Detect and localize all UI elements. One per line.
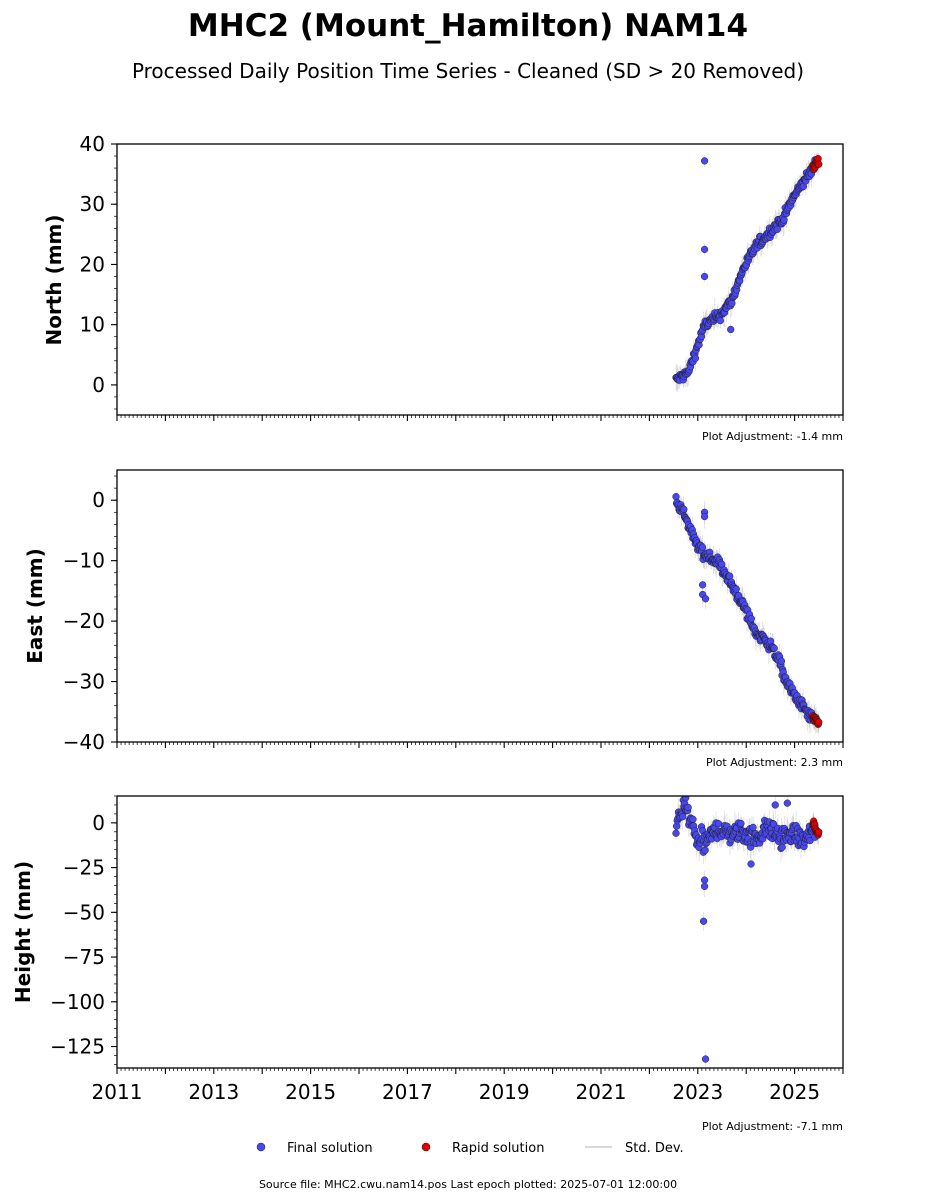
height-y-tick-label: −100 [50, 990, 105, 1014]
east-y-tick-label: −30 [63, 670, 105, 694]
north-y-tick-label: 20 [80, 252, 105, 276]
height-final-point [771, 801, 779, 809]
north-final-point [700, 157, 709, 165]
north-y-label: North (mm) [42, 214, 66, 345]
legend-std-dev-label: Std. Dev. [625, 1141, 684, 1156]
north-final-point [691, 354, 700, 362]
height-x-tick-label: 2021 [576, 1080, 627, 1104]
north-final-point [728, 299, 736, 308]
height-final-point [679, 813, 687, 821]
height-rapid-point [815, 828, 823, 836]
north-final-point [773, 225, 781, 233]
north-y-tick-label: 40 [80, 132, 105, 156]
east-y-tick-label: −10 [63, 549, 105, 573]
height-final-point [747, 860, 755, 868]
east-final-point [699, 581, 707, 589]
height-final-point [701, 1055, 710, 1063]
height-final-point [783, 799, 791, 807]
east-panel: 0 −10 −20 −30 −40 East (mm) Plot Adjustment:… [23, 469, 844, 769]
legend-rapid-label: Rapid solution [452, 1141, 544, 1156]
north-rapid-solution [809, 155, 823, 173]
north-rapid-point [815, 160, 823, 168]
east-y-label: East (mm) [23, 548, 47, 664]
footer-source: Source file: MHC2.cwu.nam14.pos Last epo… [259, 1178, 677, 1191]
legend-rapid-marker [421, 1142, 431, 1152]
east-y-tick-label: 0 [92, 488, 105, 512]
north-plot-adjustment: Plot Adjustment: -1.4 mm [702, 430, 843, 443]
height-panel: 0−25−50−75−100−125 2011 2013 2015 2017 2019 2… [11, 795, 844, 1133]
north-y-tick-label: 0 [92, 373, 105, 397]
east-final-point [777, 657, 786, 665]
east-y-tick-label: −20 [63, 609, 105, 633]
east-final-point [698, 543, 707, 551]
height-final-point [684, 803, 692, 812]
height-y-tick-label: 0 [92, 811, 105, 835]
height-final-point [689, 815, 697, 823]
east-y-axis: 0 −10 −20 −30 −40 [63, 475, 117, 754]
height-y-tick-label: −50 [63, 900, 105, 924]
height-x-axis: 2011 2013 2015 2017 2019 2021 2023 2025 [92, 1068, 844, 1104]
north-x-axis [116, 415, 844, 421]
east-final-solution [672, 493, 818, 725]
height-final-point [778, 843, 786, 851]
height-x-tick-label: 2013 [188, 1080, 239, 1104]
north-final-point [700, 272, 709, 281]
height-y-label: Height (mm) [11, 861, 35, 1003]
height-x-tick-label: 2019 [479, 1080, 530, 1104]
east-rapid-solution [809, 712, 823, 728]
height-final-point [699, 917, 708, 925]
height-final-point [700, 876, 709, 884]
height-x-tick-label: 2011 [92, 1080, 143, 1104]
legend-final-label: Final solution [287, 1141, 373, 1156]
height-x-tick-label: 2023 [672, 1080, 723, 1104]
height-final-point [682, 796, 690, 802]
height-rapid-solution [809, 817, 823, 839]
height-y-tick-label: −75 [63, 945, 105, 969]
north-panel: 0 10 20 30 40 North (mm) Plot Adjustment: -1… [42, 132, 844, 443]
east-final-point [700, 512, 709, 521]
chart-title: MHC2 (Mount_Hamilton) NAM14 [188, 8, 748, 44]
north-final-point [700, 245, 709, 254]
east-final-point [770, 644, 778, 652]
east-final-point [701, 595, 710, 603]
east-final-point [747, 615, 755, 623]
north-final-solution [672, 156, 819, 384]
height-x-tick-label: 2015 [285, 1080, 336, 1104]
height-final-point [737, 819, 745, 828]
north-final-point [727, 325, 735, 334]
east-final-point [680, 505, 688, 513]
height-final-point [714, 820, 723, 828]
height-final-point [701, 846, 709, 854]
north-y-axis: 0 10 20 30 40 [80, 132, 117, 410]
height-y-axis: 0 −25 −50 −75 −100 −125 [50, 795, 117, 1065]
north-final-point [780, 216, 788, 224]
legend: Final solution Rapid solution Std. Dev. [256, 1141, 684, 1156]
chart-subtitle: Processed Daily Position Time Series - C… [132, 59, 804, 83]
east-plot-adjustment: Plot Adjustment: 2.3 mm [706, 756, 843, 769]
height-x-tick-label: 2017 [382, 1080, 433, 1104]
height-y-tick-label: −125 [50, 1035, 105, 1059]
height-final-point [749, 823, 757, 832]
north-y-tick-label: 30 [80, 192, 105, 216]
east-final-point [732, 585, 740, 593]
height-final-point [672, 829, 680, 837]
east-y-tick-label: −40 [63, 730, 105, 754]
north-final-point [716, 317, 724, 325]
legend-final-marker [256, 1142, 266, 1152]
north-y-tick-label: 10 [80, 313, 105, 337]
height-plot-adjustment: Plot Adjustment: -7.1 mm [702, 1120, 843, 1133]
height-final-point [700, 882, 709, 890]
height-x-tick-label: 2025 [769, 1080, 820, 1104]
east-plot-frame [116, 469, 844, 743]
east-final-point [726, 572, 734, 580]
height-y-tick-label: −25 [63, 856, 105, 880]
east-x-axis [116, 742, 844, 748]
east-rapid-point [815, 718, 823, 726]
height-final-solution [672, 796, 819, 1063]
